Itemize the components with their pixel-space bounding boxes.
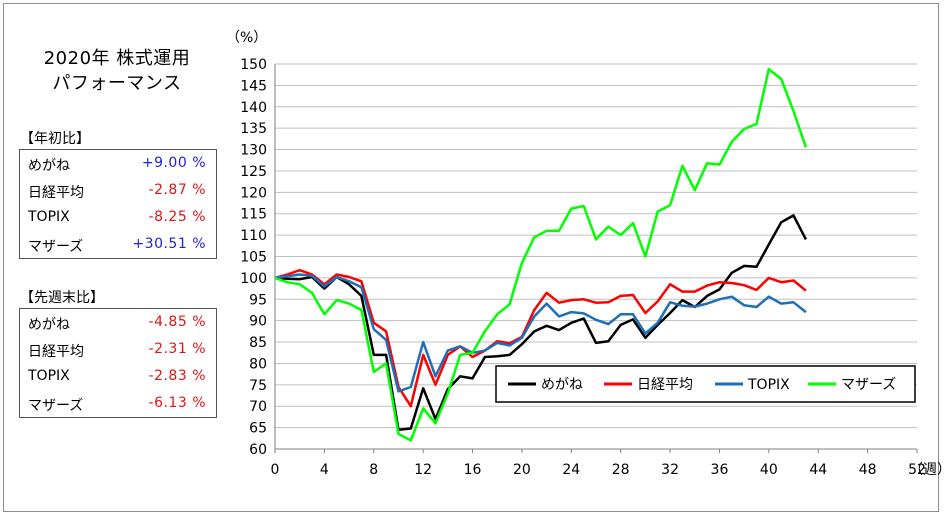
y-tick-label: 125 (240, 164, 267, 180)
y-tick-labels: 60 65 70 75 80 85 90 95 100 105 110 115 120 125 130 135… (240, 57, 267, 458)
legend-box (495, 365, 916, 403)
x-tick-label: 44 (809, 462, 827, 478)
series-lines (274, 67, 808, 442)
wow-value: -2.31 % (148, 341, 206, 357)
wow-name: めがね (28, 317, 70, 333)
legend-label-3: マザーズ (841, 377, 896, 393)
x-tick-label: 12 (414, 462, 432, 478)
y-tick-label: 100 (240, 271, 267, 287)
gridlines (275, 63, 917, 429)
wow-value: -6.13 % (148, 395, 206, 411)
y-tick-label: 65 (249, 421, 267, 437)
wow-row-nikkei: 日経平均 -2.31 % (20, 336, 216, 363)
x-tick-label: 24 (562, 462, 580, 478)
wow-row-topix: TOPIX -2.83 % (20, 363, 216, 390)
y-tick-label: 60 (249, 442, 267, 458)
legend-label-1: 日経平均 (637, 377, 693, 393)
series-line-3 (274, 67, 808, 442)
x-tick-label: 4 (320, 462, 329, 478)
legend-label-0: めがね (541, 377, 583, 393)
y-tick-label: 120 (240, 185, 267, 201)
wow-name: 日経平均 (28, 344, 84, 360)
ytd-name: 日経平均 (28, 185, 84, 201)
series-line-1 (274, 268, 807, 408)
x-tick-label: 52 (908, 462, 926, 478)
wow-name: TOPIX (28, 368, 70, 384)
x-axis-label: （週） (909, 462, 944, 478)
x-tick-label: 16 (464, 462, 482, 478)
x-tick-label: 36 (711, 462, 729, 478)
panel-title-line1: 2020年 株式運用 (43, 48, 191, 69)
y-tick-label: 75 (249, 378, 267, 394)
legend-label-2: TOPIX (747, 377, 790, 393)
wow-table: めがね -4.85 % 日経平均 -2.31 % TOPIX -2.83 % マ… (19, 308, 217, 418)
y-axis-label: （%） (226, 30, 267, 46)
wow-value: -2.83 % (148, 368, 206, 384)
wow-row-megane: めがね -4.85 % (20, 309, 216, 336)
ytd-row-megane: めがね +9.00 % (20, 150, 216, 177)
series-line-2 (274, 273, 807, 393)
ytd-label: 【年初比】 (20, 131, 90, 147)
series-line-0 (274, 214, 808, 432)
y-tick-label: 95 (249, 292, 267, 308)
y-tick-label: 90 (249, 314, 267, 330)
y-tick-label: 115 (240, 207, 267, 223)
ytd-value: -2.87 % (148, 182, 206, 198)
y-tick-label: 110 (240, 228, 267, 244)
wow-value: -4.85 % (148, 314, 206, 330)
y-tick-label: 70 (249, 399, 267, 415)
x-tick-label: 48 (859, 462, 877, 478)
y-tick-label: 105 (240, 250, 267, 266)
x-tick-label: 20 (513, 462, 531, 478)
y-tick-label: 135 (240, 121, 267, 137)
ytd-name: TOPIX (28, 209, 70, 225)
ytd-row-nikkei: 日経平均 -2.87 % (20, 177, 216, 204)
ytd-row-topix: TOPIX -8.25 % (20, 204, 216, 231)
y-tick-label: 140 (240, 100, 267, 116)
x-tick-label: 0 (271, 462, 280, 478)
y-tick-label: 145 (240, 78, 267, 94)
ytd-value: -8.25 % (148, 209, 206, 225)
wow-name: マザーズ (28, 398, 84, 414)
ytd-name: マザーズ (28, 239, 84, 255)
ytd-value: +30.51 % (132, 236, 206, 252)
legend: めがね 日経平均 TOPIX マザーズ (495, 365, 916, 403)
x-tick-labels: 0 4 8 12 16 20 24 28 32 36 40 44 48 52 (271, 462, 926, 478)
x-tick-label: 8 (369, 462, 378, 478)
x-tick-label: 32 (661, 462, 679, 478)
y-tick-label: 85 (249, 335, 267, 351)
x-tick-label: 28 (612, 462, 630, 478)
ytd-name: めがね (28, 158, 70, 174)
y-tick-label: 80 (249, 356, 267, 372)
wow-label: 【先週末比】 (20, 290, 104, 306)
y-tick-label: 130 (240, 143, 267, 159)
panel-title-line2: パフォーマンス (52, 73, 182, 94)
ytd-row-mothers: マザーズ +30.51 % (20, 231, 216, 258)
wow-row-mothers: マザーズ -6.13 % (20, 390, 216, 417)
ytd-value: +9.00 % (141, 155, 206, 171)
axes (274, 64, 918, 453)
ytd-table: めがね +9.00 % 日経平均 -2.87 % TOPIX -8.25 % マ… (19, 149, 217, 259)
x-tick-label: 40 (760, 462, 778, 478)
y-tick-label: 150 (240, 57, 267, 73)
